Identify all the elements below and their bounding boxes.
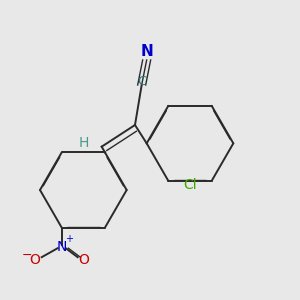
Text: −: − [21, 249, 32, 262]
Text: N: N [140, 44, 153, 59]
Text: N: N [56, 239, 67, 254]
Text: O: O [30, 253, 40, 267]
Text: Cl: Cl [183, 178, 197, 192]
Text: H: H [78, 136, 88, 150]
Text: O: O [78, 253, 89, 267]
Text: +: + [65, 234, 73, 244]
Text: C: C [137, 75, 146, 88]
